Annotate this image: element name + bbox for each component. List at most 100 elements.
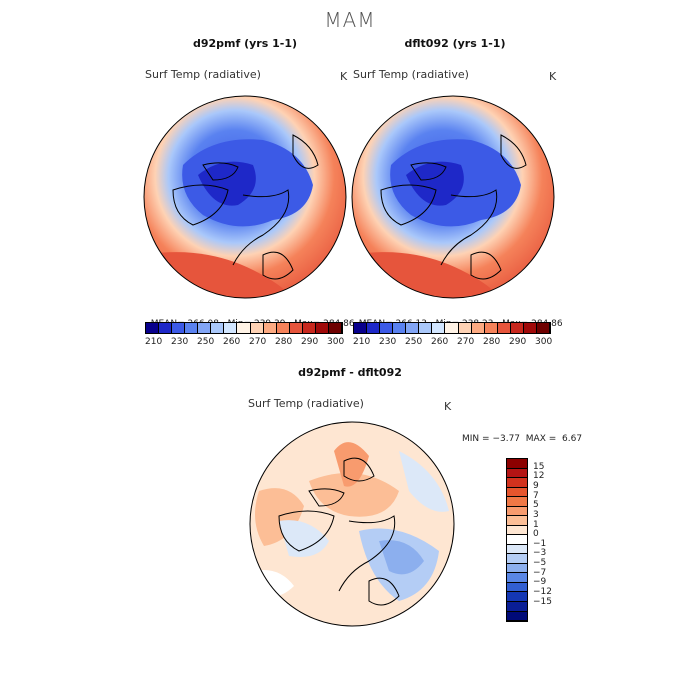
colorbar-swatch — [393, 323, 407, 333]
colorbar-swatch — [328, 323, 342, 333]
colorbar-swatch — [458, 323, 472, 333]
colorbar-swatch — [289, 323, 303, 333]
colorbar-ticks-right: 210 230 250 260 270 280 290 300 — [353, 337, 553, 349]
colorbar-tick-label: 3 — [533, 509, 539, 520]
diff-field-label: Surf Temp (radiative) — [248, 397, 364, 410]
colorbar-tick-label: −15 — [533, 596, 552, 607]
colorbar-swatch — [159, 323, 173, 333]
colorbar-tick-label: 210 — [353, 337, 371, 347]
colorbar-swatch — [484, 323, 498, 333]
colorbar-swatch — [419, 323, 433, 333]
colorbar-tick-label: −3 — [533, 548, 547, 559]
colorbar-ticks-left: 210 230 250 260 270 280 290 300 — [145, 337, 345, 349]
colorbar-tick-label: 9 — [533, 480, 539, 491]
colorbar-swatch — [510, 323, 524, 333]
colorbar-swatch — [211, 323, 225, 333]
colorbar-tick-label: 12 — [533, 471, 545, 482]
colorbar-swatch — [432, 323, 446, 333]
colorbar-swatch — [263, 323, 277, 333]
colorbar-swatch — [276, 323, 290, 333]
colorbar-tick-label: −12 — [533, 587, 552, 598]
colorbar-swatch — [507, 601, 527, 612]
colorbar-swatch — [146, 323, 160, 333]
colorbar-swatch — [523, 323, 537, 333]
colorbar-tick-label: 7 — [533, 490, 539, 501]
colorbar-swatch — [354, 323, 368, 333]
colorbar-tick-label: 300 — [327, 337, 345, 347]
colorbar-swatch — [367, 323, 381, 333]
colorbar-swatch — [507, 592, 527, 602]
diff-min-value: −3.77 — [492, 434, 521, 444]
colorbar-swatch — [315, 323, 329, 333]
colorbar-swatch — [224, 323, 238, 333]
colorbar-swatch — [445, 323, 459, 333]
colorbar-swatch — [507, 525, 527, 536]
colorbar-tick-label: −9 — [533, 577, 547, 588]
colorbar-swatch — [507, 582, 527, 593]
colorbar-ticks-diff: 15 12 9 7 5 3 1 0 −1 −3 −5 −7 −9 −12 −15 — [533, 458, 573, 622]
colorbar-swatch — [507, 535, 527, 545]
colorbar-swatch — [250, 323, 264, 333]
diff-max-label: MAX = — [525, 434, 557, 444]
polar-map-diff — [249, 421, 455, 627]
polar-map-right — [351, 95, 555, 299]
field-label-right: Surf Temp (radiative) — [353, 68, 469, 81]
colorbar-tick-label: 270 — [457, 337, 475, 347]
colorbar-tick-label: 230 — [379, 337, 397, 347]
colorbar-swatch — [172, 323, 186, 333]
colorbar-swatch — [185, 323, 199, 333]
panel-title-left: d92pmf (yrs 1-1) — [192, 37, 298, 50]
colorbar-swatch — [507, 487, 527, 498]
colorbar-swatch — [507, 478, 527, 488]
colorbar-swatch — [507, 506, 527, 517]
colorbar-tick-label: 300 — [535, 337, 553, 347]
colorbar-tick-label: 230 — [171, 337, 189, 347]
colorbar-swatch — [471, 323, 485, 333]
colorbar-swatch — [507, 563, 527, 574]
colorbar-swatch — [198, 323, 212, 333]
colorbar-swatch — [302, 323, 316, 333]
colorbar-swatch — [507, 573, 527, 583]
colorbar-tick-label: 270 — [249, 337, 267, 347]
colorbar-swatch — [507, 468, 527, 479]
colorbar-swatch — [497, 323, 511, 333]
colorbar-tick-label: −7 — [533, 567, 547, 578]
diff-min-label: MIN = — [462, 434, 490, 444]
colorbar-tick-label: 280 — [483, 337, 501, 347]
colorbar-tick-label: 260 — [431, 337, 449, 347]
colorbar-tick-label: −1 — [533, 538, 547, 549]
season-title: MAM — [324, 8, 376, 32]
diff-minmax: MIN = −3.77 MAX = 6.67 — [462, 434, 582, 444]
colorbar-tick-label: 280 — [275, 337, 293, 347]
colorbar-right — [353, 322, 551, 334]
colorbar-tick-label: 290 — [301, 337, 319, 347]
diff-title: d92pmf - dflt092 — [298, 366, 402, 379]
colorbar-left — [145, 322, 343, 334]
colorbar-swatch — [507, 516, 527, 526]
colorbar-swatch — [237, 323, 251, 333]
colorbar-tick-label: 1 — [533, 519, 539, 530]
colorbar-tick-label: 250 — [405, 337, 423, 347]
colorbar-swatch — [380, 323, 394, 333]
colorbar-tick-label: 5 — [533, 500, 539, 511]
colorbar-swatch — [507, 497, 527, 507]
colorbar-tick-label: 0 — [533, 529, 539, 540]
colorbar-swatch — [406, 323, 420, 333]
colorbar-tick-label: −5 — [533, 558, 547, 569]
colorbar-tick-label: 250 — [197, 337, 215, 347]
colorbar-tick-label: 290 — [509, 337, 527, 347]
colorbar-swatch — [536, 323, 550, 333]
unit-label-left: K — [340, 70, 348, 83]
colorbar-tick-label: 210 — [145, 337, 163, 347]
diff-unit-label: K — [444, 400, 452, 413]
colorbar-diff — [506, 458, 528, 622]
colorbar-swatch — [507, 459, 527, 469]
field-label-left: Surf Temp (radiative) — [145, 68, 261, 81]
polar-map-left — [143, 95, 347, 299]
colorbar-tick-label: 15 — [533, 461, 545, 472]
colorbar-swatch — [507, 611, 527, 622]
colorbar-swatch — [507, 554, 527, 564]
colorbar-tick-label: 260 — [223, 337, 241, 347]
panel-title-right: dflt092 (yrs 1-1) — [404, 37, 506, 50]
diff-max-value: 6.67 — [562, 434, 583, 444]
